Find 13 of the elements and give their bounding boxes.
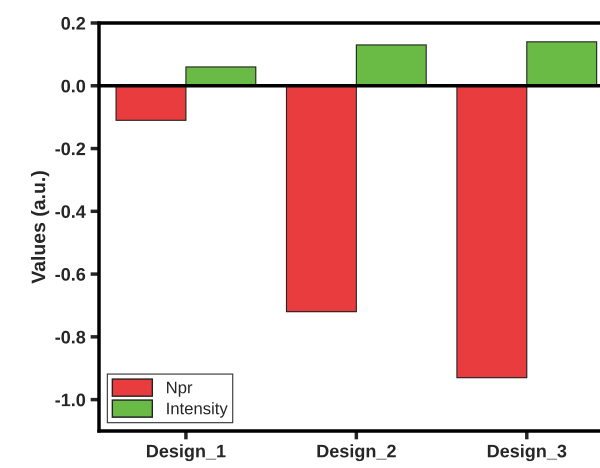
x-tick-label: Design_1: [146, 444, 226, 462]
x-tick-label: Design_3: [488, 444, 566, 462]
x-tick-label: Design_2: [317, 444, 396, 462]
y-tick-label: 0.2: [61, 16, 86, 30]
y-tick-label: -0.6: [55, 268, 86, 281]
legend-label: Intensity: [167, 402, 228, 418]
y-axis-title: Values (a.u.): [31, 171, 50, 284]
y-tick-label: -0.2: [55, 142, 86, 156]
y-tick-label: 0.0: [61, 80, 86, 92]
y-tick-label: -0.8: [55, 330, 86, 344]
y-tick-label: -1.0: [55, 394, 86, 406]
y-tick-label: -0.4: [55, 205, 86, 218]
legend-label: Npr: [167, 382, 192, 397]
